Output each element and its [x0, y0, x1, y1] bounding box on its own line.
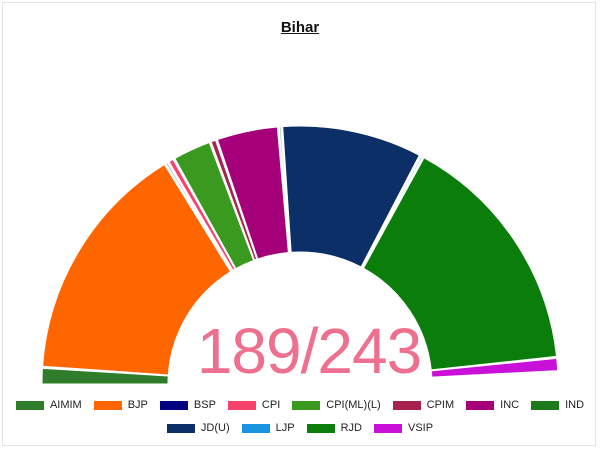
legend-label: BJP [127, 399, 148, 411]
slice-bsp [165, 162, 233, 272]
legend-item-ljp: LJP [241, 422, 295, 434]
legend-swatch [241, 423, 270, 433]
legend-item-cpim: CPIM [392, 399, 455, 411]
legend-label: AIMIM [49, 399, 82, 411]
legend-item-aimim: AIMIM [15, 399, 82, 411]
legend-item-bsp: BSP [159, 399, 216, 411]
legend-swatch [531, 400, 560, 410]
slice-ljp [361, 155, 423, 269]
legend-label: CPI [261, 399, 281, 411]
slice-bjp [42, 163, 232, 376]
legend-swatch [466, 400, 495, 410]
legend-swatch [166, 423, 195, 433]
legend-label: INC [500, 399, 520, 411]
legend-label: CPIM [426, 399, 455, 411]
legend-label: VSIP [408, 422, 434, 434]
slice-rjd [362, 157, 558, 371]
legend-label: IND [565, 399, 585, 411]
legend-swatch [292, 400, 321, 410]
legend-label: JD(U) [200, 422, 230, 434]
legend-swatch [392, 400, 421, 410]
legend-swatch [159, 400, 188, 410]
slice-inc [216, 126, 289, 260]
legend-item-vsip: VSIP [374, 422, 433, 434]
legend-swatch [15, 400, 44, 410]
legend-item-ind: IND [531, 399, 584, 411]
legend-item-inc: INC [466, 399, 519, 411]
slice-cpi-ml-l [174, 141, 255, 270]
slice-vsip [430, 357, 559, 378]
chart-legend: AIMIM BJP BSP CPI CPI(ML)(L) CPIM INC IND JD(U) L… [0, 397, 600, 443]
chart-frame [2, 2, 596, 446]
legend-label: LJP [275, 422, 295, 434]
legend-label: CPI(ML)(L) [326, 399, 381, 411]
slice-ind [278, 126, 291, 253]
legend-swatch [227, 400, 256, 410]
legend-swatch [374, 423, 402, 433]
legend-label: RJD [340, 422, 362, 434]
legend-item-rjd: RJD [306, 422, 362, 434]
slice-cpi [168, 158, 236, 271]
legend-swatch [93, 400, 122, 410]
chart-title: Bihar [280, 19, 320, 36]
slice-jd-u [282, 125, 420, 268]
slice-aimim [41, 367, 169, 385]
legend-swatch [306, 423, 335, 433]
legend-item-jd-u: JD(U) [166, 422, 230, 434]
legend-item-cpi-ml-l: CPI(ML)(L) [292, 399, 381, 411]
legend-item-cpi: CPI [227, 399, 281, 411]
slice-cpim [210, 139, 258, 261]
legend-item-bjp: BJP [93, 399, 148, 411]
legend-row: JD(U) LJP RJD VSIP [0, 420, 600, 436]
seats-tally: 189/243 [196, 315, 422, 387]
legend-label: BSP [193, 399, 216, 411]
legend-row: AIMIM BJP BSP CPI CPI(ML)(L) CPIM INC IND [0, 397, 600, 413]
